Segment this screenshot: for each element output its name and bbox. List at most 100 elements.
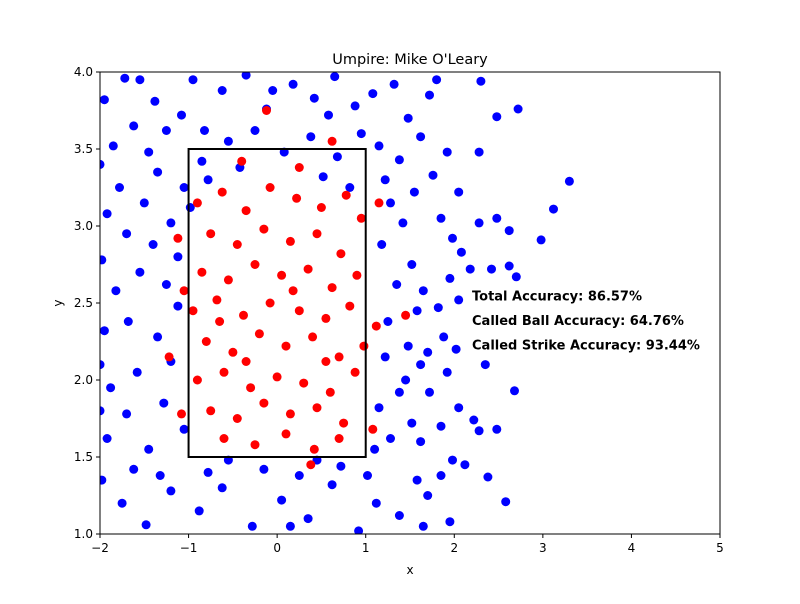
ball-point [356, 129, 366, 139]
ball-point [423, 347, 433, 357]
strike-point [192, 198, 202, 208]
strike-point [265, 298, 275, 308]
ball-point [407, 418, 417, 428]
x-axis-label: x [406, 563, 413, 577]
x-tick-label: 0 [273, 541, 281, 555]
accuracy-annotations: Total Accuracy: 86.57% Called Ball Accura… [472, 289, 700, 353]
ball-point [330, 72, 340, 82]
strike-point [334, 434, 344, 443]
ball-point [377, 240, 387, 249]
ball-point [100, 159, 105, 169]
ball-point [350, 101, 360, 111]
strike-point [232, 414, 242, 423]
strike-point [177, 409, 186, 419]
ball-point [294, 471, 304, 480]
ball-point [536, 235, 546, 245]
ball-point [370, 444, 380, 454]
strike-point [212, 295, 222, 305]
ball-point [416, 360, 426, 370]
strike-point [306, 460, 316, 470]
ball-point [445, 517, 455, 527]
accuracy-annotation: Called Ball Accuracy: 64.76% [472, 314, 684, 329]
ball-point [363, 471, 372, 480]
ball-point [412, 475, 422, 485]
y-tick-label: 1.5 [74, 450, 93, 464]
ball-point [504, 226, 514, 236]
y-axis-label: y [51, 299, 65, 306]
ball-point [418, 286, 428, 296]
ball-point [445, 273, 455, 283]
ball-point [442, 147, 452, 157]
ball-point [309, 93, 319, 103]
ball-point [122, 229, 132, 239]
ball-point [318, 172, 328, 182]
ball-point [106, 383, 116, 393]
ball-point [150, 96, 160, 106]
strike-point [281, 341, 291, 351]
y-tick-label: 4.0 [74, 65, 93, 79]
x-tick-label: 1 [362, 541, 370, 555]
strike-point [327, 283, 337, 293]
ball-point [432, 75, 442, 85]
ball-point [217, 483, 227, 493]
ball-point [100, 360, 105, 370]
ball-point [492, 112, 502, 122]
ball-point [436, 471, 446, 480]
ball-point [451, 344, 461, 354]
x-tick-label: 4 [628, 541, 636, 555]
ball-point [492, 213, 502, 223]
strike-point [316, 203, 326, 212]
strike-point [336, 249, 346, 259]
strike-point [299, 378, 309, 388]
strike-point [341, 190, 351, 200]
ball-point [456, 247, 466, 257]
ball-point [407, 260, 417, 269]
ball-point [394, 511, 404, 520]
strike-point [272, 372, 282, 382]
strike-point [217, 187, 227, 197]
ball-point [129, 121, 139, 131]
strike-zone-box [187, 148, 367, 458]
strike-point [241, 206, 251, 216]
points-layer [100, 72, 574, 534]
strike-point [288, 286, 298, 296]
ball-point [428, 170, 438, 180]
ball-point [332, 152, 342, 162]
strike-point [241, 357, 251, 366]
ball-point [501, 497, 511, 507]
ball-point [401, 375, 411, 385]
x-axis: −2 −1 0 1 2 3 4 5 [91, 534, 724, 555]
ball-point [436, 213, 446, 223]
strike-point [374, 198, 384, 208]
strike-point [219, 434, 229, 443]
strike-point [312, 229, 322, 239]
ball-point [345, 183, 355, 192]
strike-point [192, 375, 202, 385]
ball-point [439, 332, 449, 342]
strike-point [327, 136, 337, 146]
strike-point [371, 321, 381, 331]
ball-point [111, 286, 121, 296]
ball-point [122, 409, 132, 419]
strike-point [309, 444, 319, 454]
x-tick-label: −2 [91, 541, 109, 555]
ball-point [188, 75, 198, 85]
ball-point [504, 261, 514, 271]
strike-point [277, 270, 287, 280]
strike-point [201, 337, 211, 346]
strike-point [259, 398, 269, 408]
ball-point [144, 444, 154, 454]
strike-point [368, 424, 378, 434]
ball-point [460, 460, 470, 470]
y-tick-label: 3.5 [74, 142, 93, 156]
ball-point [259, 464, 269, 474]
ball-point [454, 187, 464, 197]
ball-point [474, 426, 484, 436]
ball-point [250, 126, 260, 135]
x-tick-label: −1 [180, 541, 198, 555]
ball-point [454, 295, 464, 305]
ball-point [148, 240, 158, 249]
strike-point [197, 267, 207, 277]
ball-point [483, 472, 493, 482]
